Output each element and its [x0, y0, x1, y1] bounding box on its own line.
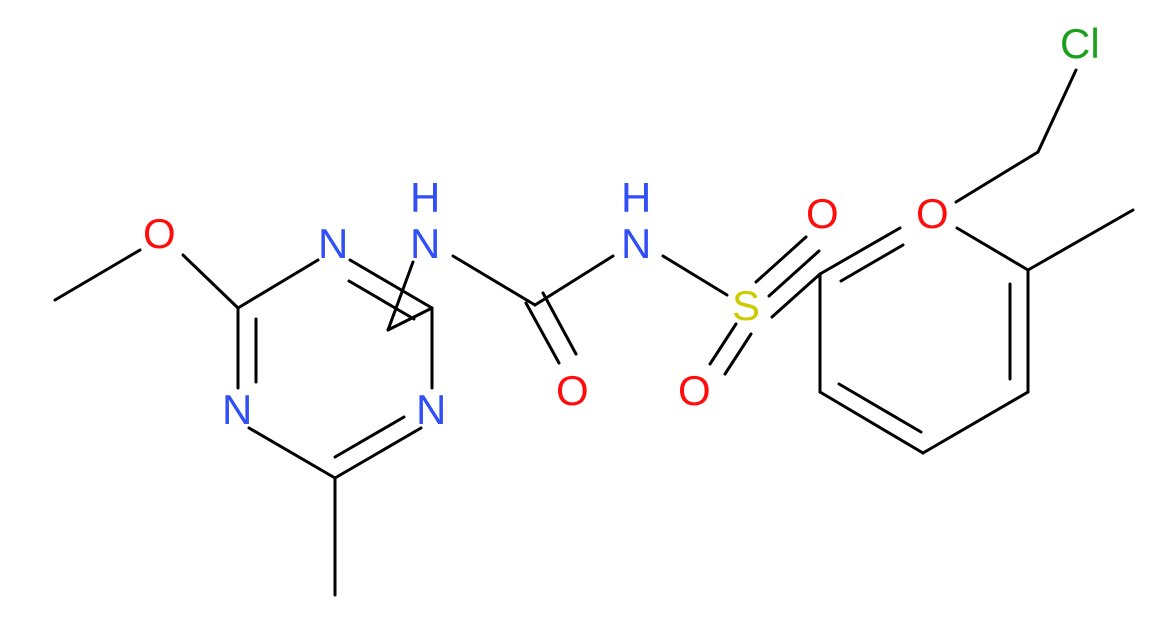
S-O-upper-b [769, 251, 819, 296]
chain-c1 [1028, 210, 1133, 270]
triazine-b1 [350, 260, 432, 308]
atom-O-methoxy: O [143, 210, 176, 257]
atom-H1: H [621, 174, 651, 221]
triazine-b6 [238, 260, 318, 308]
OCH3-O-C [55, 250, 140, 300]
atom-Cl: Cl [1060, 20, 1100, 67]
atom-O-sulf-lower: O [678, 367, 711, 414]
benzene-bond-5-dbl [839, 384, 921, 432]
atom-O-carbonyl: O [556, 367, 589, 414]
atom-O-ether: O [916, 190, 949, 237]
triazine-b3 [335, 428, 421, 478]
atom-N5: N [222, 386, 252, 433]
S-O-upper-a [756, 237, 806, 282]
triazine-b3-dbl [335, 417, 404, 457]
atom-O-sulf-upper: O [806, 190, 839, 237]
atom-N1: N [621, 220, 651, 267]
atom-H2: H [410, 174, 440, 221]
benzene-bond-2 [957, 228, 1028, 270]
molecule-canvas: Cl O O O O O S N H N H N N N [0, 0, 1161, 626]
S-phenyl [772, 274, 820, 317]
S-NH [663, 256, 727, 295]
S-O-lower-a [710, 324, 736, 364]
atom-N4: N [318, 220, 348, 267]
CO-NH2 [453, 256, 535, 305]
atom-N2: N [410, 220, 440, 267]
CH2-Cl [1038, 70, 1076, 152]
triaz-OCH3-CO [183, 255, 238, 308]
benzene-bond-1-dbl [841, 245, 903, 281]
atom-N3: N [416, 386, 446, 433]
benzene-bond-4 [923, 392, 1028, 453]
ether-O-CH2 [956, 152, 1038, 202]
triazine-b4 [249, 428, 335, 478]
S-O-lower-b [725, 334, 751, 374]
atom-S: S [732, 282, 760, 329]
